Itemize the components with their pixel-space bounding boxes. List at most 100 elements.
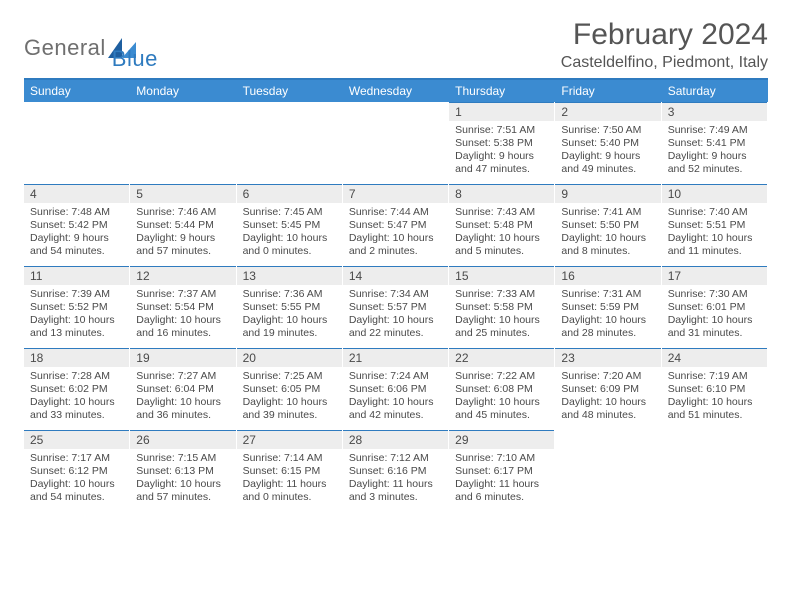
day-details: Sunrise: 7:20 AMSunset: 6:09 PMDaylight:…	[555, 367, 660, 427]
calendar-cell: 15Sunrise: 7:33 AMSunset: 5:58 PMDayligh…	[449, 266, 555, 348]
daylight-text: Daylight: 10 hours and 57 minutes.	[136, 478, 229, 504]
calendar-cell: 21Sunrise: 7:24 AMSunset: 6:06 PMDayligh…	[343, 348, 449, 430]
calendar-cell: 4Sunrise: 7:48 AMSunset: 5:42 PMDaylight…	[24, 184, 130, 266]
calendar-cell: 5Sunrise: 7:46 AMSunset: 5:44 PMDaylight…	[130, 184, 236, 266]
sunset-text: Sunset: 6:08 PM	[455, 383, 548, 396]
day-header: Friday	[555, 80, 661, 102]
calendar-cell: 8Sunrise: 7:43 AMSunset: 5:48 PMDaylight…	[449, 184, 555, 266]
sunset-text: Sunset: 5:44 PM	[136, 219, 229, 232]
day-number: 5	[130, 184, 235, 203]
sunrise-text: Sunrise: 7:25 AM	[243, 370, 336, 383]
month-title: February 2024	[561, 18, 768, 52]
day-details: Sunrise: 7:24 AMSunset: 6:06 PMDaylight:…	[343, 367, 448, 427]
day-number: 13	[237, 266, 342, 285]
day-number: 26	[130, 430, 235, 449]
day-number: 27	[237, 430, 342, 449]
daylight-text: Daylight: 10 hours and 16 minutes.	[136, 314, 229, 340]
day-number: 7	[343, 184, 448, 203]
day-details: Sunrise: 7:17 AMSunset: 6:12 PMDaylight:…	[24, 449, 129, 509]
location-subtitle: Casteldelfino, Piedmont, Italy	[561, 54, 768, 72]
day-details: Sunrise: 7:49 AMSunset: 5:41 PMDaylight:…	[662, 121, 767, 181]
daylight-text: Daylight: 10 hours and 8 minutes.	[561, 232, 654, 258]
day-number: 29	[449, 430, 554, 449]
sunset-text: Sunset: 6:10 PM	[668, 383, 761, 396]
sunset-text: Sunset: 6:13 PM	[136, 465, 229, 478]
sunrise-text: Sunrise: 7:40 AM	[668, 206, 761, 219]
day-number: 28	[343, 430, 448, 449]
day-details: Sunrise: 7:46 AMSunset: 5:44 PMDaylight:…	[130, 203, 235, 263]
daylight-text: Daylight: 10 hours and 25 minutes.	[455, 314, 548, 340]
sunset-text: Sunset: 6:15 PM	[243, 465, 336, 478]
daylight-text: Daylight: 9 hours and 57 minutes.	[136, 232, 229, 258]
calendar-cell: 3Sunrise: 7:49 AMSunset: 5:41 PMDaylight…	[662, 102, 768, 184]
sunset-text: Sunset: 6:02 PM	[30, 383, 123, 396]
day-number: 3	[662, 102, 767, 121]
daylight-text: Daylight: 11 hours and 0 minutes.	[243, 478, 336, 504]
day-number: 23	[555, 348, 660, 367]
day-number: 20	[237, 348, 342, 367]
daylight-text: Daylight: 10 hours and 5 minutes.	[455, 232, 548, 258]
brand-blue: Blue	[112, 46, 158, 72]
day-details: Sunrise: 7:37 AMSunset: 5:54 PMDaylight:…	[130, 285, 235, 345]
sunset-text: Sunset: 5:57 PM	[349, 301, 442, 314]
sunset-text: Sunset: 5:51 PM	[668, 219, 761, 232]
day-header: Thursday	[449, 80, 555, 102]
calendar-cell: 1Sunrise: 7:51 AMSunset: 5:38 PMDaylight…	[449, 102, 555, 184]
daylight-text: Daylight: 10 hours and 54 minutes.	[30, 478, 123, 504]
sunrise-text: Sunrise: 7:12 AM	[349, 452, 442, 465]
calendar-cell	[130, 102, 236, 184]
day-details: Sunrise: 7:14 AMSunset: 6:15 PMDaylight:…	[237, 449, 342, 509]
calendar-cell	[662, 430, 768, 512]
day-number: 16	[555, 266, 660, 285]
day-number: 17	[662, 266, 767, 285]
calendar: SundayMondayTuesdayWednesdayThursdayFrid…	[24, 78, 768, 512]
sunset-text: Sunset: 6:01 PM	[668, 301, 761, 314]
day-details: Sunrise: 7:30 AMSunset: 6:01 PMDaylight:…	[662, 285, 767, 345]
brand-general: General	[24, 35, 106, 61]
daylight-text: Daylight: 10 hours and 19 minutes.	[243, 314, 336, 340]
sunrise-text: Sunrise: 7:50 AM	[561, 124, 654, 137]
day-details: Sunrise: 7:15 AMSunset: 6:13 PMDaylight:…	[130, 449, 235, 509]
daylight-text: Daylight: 10 hours and 48 minutes.	[561, 396, 654, 422]
daylight-text: Daylight: 10 hours and 39 minutes.	[243, 396, 336, 422]
calendar-cell: 19Sunrise: 7:27 AMSunset: 6:04 PMDayligh…	[130, 348, 236, 430]
daylight-text: Daylight: 10 hours and 31 minutes.	[668, 314, 761, 340]
sunset-text: Sunset: 6:16 PM	[349, 465, 442, 478]
day-details: Sunrise: 7:36 AMSunset: 5:55 PMDaylight:…	[237, 285, 342, 345]
sunset-text: Sunset: 6:12 PM	[30, 465, 123, 478]
day-header: Tuesday	[237, 80, 343, 102]
sunrise-text: Sunrise: 7:31 AM	[561, 288, 654, 301]
sunset-text: Sunset: 5:59 PM	[561, 301, 654, 314]
sunrise-text: Sunrise: 7:27 AM	[136, 370, 229, 383]
day-details: Sunrise: 7:28 AMSunset: 6:02 PMDaylight:…	[24, 367, 129, 427]
day-details: Sunrise: 7:33 AMSunset: 5:58 PMDaylight:…	[449, 285, 554, 345]
sunrise-text: Sunrise: 7:10 AM	[455, 452, 548, 465]
day-details: Sunrise: 7:50 AMSunset: 5:40 PMDaylight:…	[555, 121, 660, 181]
calendar-cell: 18Sunrise: 7:28 AMSunset: 6:02 PMDayligh…	[24, 348, 130, 430]
day-number: 15	[449, 266, 554, 285]
sunrise-text: Sunrise: 7:51 AM	[455, 124, 548, 137]
daylight-text: Daylight: 11 hours and 3 minutes.	[349, 478, 442, 504]
calendar-cell: 24Sunrise: 7:19 AMSunset: 6:10 PMDayligh…	[662, 348, 768, 430]
sunrise-text: Sunrise: 7:15 AM	[136, 452, 229, 465]
sunset-text: Sunset: 5:38 PM	[455, 137, 548, 150]
day-details: Sunrise: 7:51 AMSunset: 5:38 PMDaylight:…	[449, 121, 554, 181]
sunset-text: Sunset: 6:06 PM	[349, 383, 442, 396]
day-details: Sunrise: 7:25 AMSunset: 6:05 PMDaylight:…	[237, 367, 342, 427]
day-number: 25	[24, 430, 129, 449]
title-block: February 2024 Casteldelfino, Piedmont, I…	[561, 18, 768, 72]
day-header: Sunday	[24, 80, 130, 102]
sunset-text: Sunset: 5:54 PM	[136, 301, 229, 314]
sunrise-text: Sunrise: 7:33 AM	[455, 288, 548, 301]
daylight-text: Daylight: 9 hours and 47 minutes.	[455, 150, 548, 176]
sunrise-text: Sunrise: 7:46 AM	[136, 206, 229, 219]
day-details: Sunrise: 7:39 AMSunset: 5:52 PMDaylight:…	[24, 285, 129, 345]
calendar-cell: 12Sunrise: 7:37 AMSunset: 5:54 PMDayligh…	[130, 266, 236, 348]
daylight-text: Daylight: 10 hours and 13 minutes.	[30, 314, 123, 340]
daylight-text: Daylight: 10 hours and 2 minutes.	[349, 232, 442, 258]
sunset-text: Sunset: 5:55 PM	[243, 301, 336, 314]
calendar-cell: 10Sunrise: 7:40 AMSunset: 5:51 PMDayligh…	[662, 184, 768, 266]
day-details: Sunrise: 7:45 AMSunset: 5:45 PMDaylight:…	[237, 203, 342, 263]
day-details: Sunrise: 7:48 AMSunset: 5:42 PMDaylight:…	[24, 203, 129, 263]
daylight-text: Daylight: 10 hours and 45 minutes.	[455, 396, 548, 422]
